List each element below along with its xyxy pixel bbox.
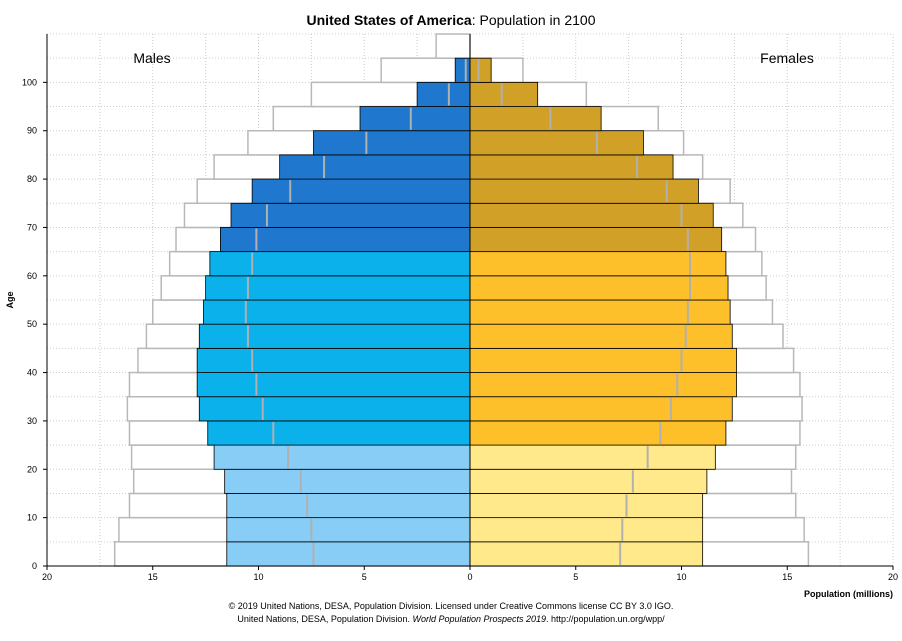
outline-bar-male: [435, 33, 471, 59]
bar-male-15-19: [224, 468, 471, 494]
bar-female-10-14: [469, 493, 704, 519]
footer-copyright: © 2019 United Nations, DESA, Population …: [228, 601, 674, 611]
bar-male-65-69: [220, 227, 471, 253]
bar-male-80-84: [279, 154, 471, 180]
x-tick-label: 20: [888, 572, 898, 582]
bar-female-15-19: [469, 468, 708, 494]
y-tick-label: 40: [27, 368, 37, 378]
bar-female-0-4: [469, 541, 704, 567]
bar-male-100+: [454, 57, 471, 83]
bar-female-60-64: [469, 251, 727, 277]
bar-female-30-34: [469, 396, 733, 422]
bar-male-10-14: [226, 493, 471, 519]
bar-male-5-9: [226, 517, 471, 543]
footer-source: United Nations, DESA, Population Divisio…: [0, 614, 902, 624]
bar-male-0-4: [226, 541, 471, 567]
bar-female-45-49: [469, 323, 733, 349]
bar-male-45-49: [198, 323, 471, 349]
y-tick-label: 30: [27, 416, 37, 426]
y-tick-label: 0: [32, 561, 37, 571]
x-tick-label: 15: [148, 572, 158, 582]
x-tick-label: 15: [782, 572, 792, 582]
x-tick-label: 0: [467, 572, 472, 582]
y-tick-label: 20: [27, 464, 37, 474]
bar-male-35-39: [196, 372, 471, 398]
bar-female-5-9: [469, 517, 704, 543]
bar-female-75-79: [469, 178, 699, 204]
males-label: Males: [133, 50, 170, 66]
x-tick-label: 10: [676, 572, 686, 582]
x-axis-title: Population (millions): [804, 589, 893, 599]
y-tick-label: 70: [27, 222, 37, 232]
footer-source-title: World Population Prospects 2019: [412, 614, 547, 624]
y-tick-label: 90: [27, 126, 37, 136]
x-tick-label: 5: [573, 572, 578, 582]
bar-female-35-39: [469, 372, 737, 398]
footer-source-post: . http://population.un.org/wpp/: [546, 614, 665, 624]
bar-female-40-44: [469, 347, 737, 373]
bar-male-55-59: [205, 275, 471, 301]
bar-male-40-44: [196, 347, 471, 373]
bar-male-20-24: [213, 444, 471, 470]
y-axis-title: Age: [5, 291, 15, 308]
footer-source-pre: United Nations, DESA, Population Divisio…: [237, 614, 413, 624]
bar-male-60-64: [209, 251, 471, 277]
bar-male-75-79: [251, 178, 471, 204]
chart-title-country: United States of America: [306, 12, 472, 28]
y-tick-label: 10: [27, 513, 37, 523]
chart-title-rest: : Population in 2100: [471, 12, 596, 28]
bar-male-30-34: [198, 396, 471, 422]
bar-female-90-94: [469, 106, 602, 132]
bar-female-25-29: [469, 420, 727, 446]
y-tick-label: 80: [27, 174, 37, 184]
bar-female-70-74: [469, 202, 714, 228]
bar-male-95-99: [416, 81, 471, 107]
bar-male-90-94: [359, 106, 471, 132]
bar-female-50-54: [469, 299, 731, 325]
y-tick-label: 60: [27, 271, 37, 281]
x-tick-label: 20: [42, 572, 52, 582]
bar-male-50-54: [203, 299, 471, 325]
bar-male-25-29: [207, 420, 471, 446]
bar-female-65-69: [469, 227, 723, 253]
bar-female-20-24: [469, 444, 716, 470]
y-tick-label: 50: [27, 319, 37, 329]
x-tick-label: 10: [253, 572, 263, 582]
x-tick-label: 5: [362, 572, 367, 582]
bar-female-95-99: [469, 81, 539, 107]
chart-title: United States of America: Population in …: [0, 12, 902, 28]
bar-female-85-89: [469, 130, 644, 156]
bar-male-85-89: [313, 130, 471, 156]
y-tick-label: 100: [22, 77, 37, 87]
females-label: Females: [760, 50, 814, 66]
bar-female-80-84: [469, 154, 674, 180]
bar-female-100+: [469, 57, 492, 83]
